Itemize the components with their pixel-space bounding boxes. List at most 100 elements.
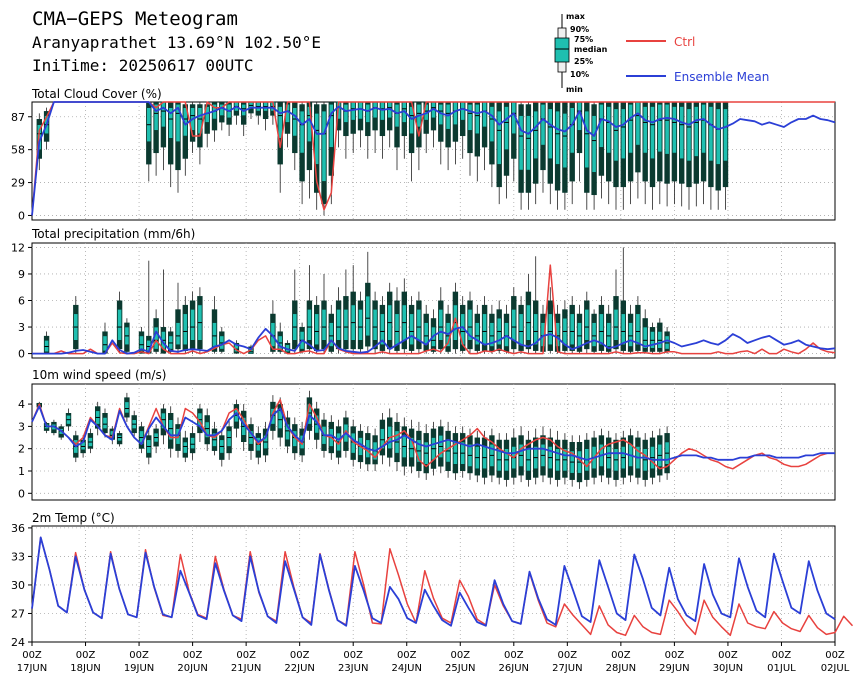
box-plot <box>255 426 261 465</box>
box-iqr <box>445 103 451 130</box>
box-iqr <box>482 313 487 346</box>
box-plot <box>613 269 619 354</box>
box-iqr <box>343 103 349 123</box>
box-iqr <box>452 101 458 125</box>
panel-frame <box>31 383 836 501</box>
box-iqr <box>474 103 480 135</box>
panel-3: 10m wind speed (m/s) 0 1 2 3 4 <box>18 368 836 501</box>
legend-label-p10: 10% <box>570 70 589 79</box>
box-iqr <box>343 309 349 341</box>
box-iqr <box>328 322 334 347</box>
series-ensemble-mean <box>31 536 836 627</box>
box-plot <box>182 430 188 463</box>
box-plot <box>153 424 159 454</box>
box-plot <box>321 273 327 354</box>
y-tick-label: 36 <box>11 522 25 535</box>
box-iqr <box>117 435 122 442</box>
legend-label-p75: 75% <box>574 35 593 44</box>
box-iqr <box>394 103 400 128</box>
box-iqr <box>182 441 188 454</box>
box-plot <box>525 273 532 354</box>
box-plot <box>606 304 612 354</box>
x-tick-hour: 00Z <box>558 650 578 661</box>
box-plot <box>248 417 254 460</box>
box-iqr <box>518 115 524 171</box>
x-tick-date: 18JUN <box>70 663 100 674</box>
panel-1: Total Cloud Cover (%) 0 29 58 87 <box>11 87 836 222</box>
box-plot <box>591 102 597 210</box>
box-iqr <box>613 309 619 341</box>
box-plot <box>262 421 269 463</box>
box-plot <box>627 304 634 354</box>
legend-ctrl-label: Ctrl <box>674 35 695 49</box>
box-iqr <box>715 108 721 165</box>
box-plot <box>649 102 656 210</box>
box-iqr <box>598 313 604 346</box>
box-iqr <box>438 309 444 341</box>
box-plot <box>664 102 670 207</box>
box-iqr <box>409 106 414 135</box>
box-plot <box>693 102 699 207</box>
y-tick-label: 12 <box>11 241 25 254</box>
box-plot <box>292 269 298 354</box>
box-plot <box>168 327 174 354</box>
box-iqr <box>190 309 195 341</box>
box-iqr <box>664 103 670 155</box>
legend-label-min: min <box>566 85 583 94</box>
box-plot <box>401 417 407 476</box>
box-iqr <box>620 108 626 160</box>
box-plot <box>292 417 298 460</box>
box-plot <box>321 102 327 216</box>
box-plot <box>642 433 648 487</box>
box-plot <box>540 102 546 193</box>
legend-label-p25: 25% <box>574 57 593 66</box>
box-iqr <box>175 322 181 346</box>
x-tick-hour: 00Z <box>129 650 149 661</box>
y-tick-label: 24 <box>11 636 25 649</box>
box-plot <box>518 426 524 483</box>
box-iqr <box>379 101 385 121</box>
box-plot <box>649 322 656 354</box>
box-plot <box>657 428 663 483</box>
box-iqr <box>168 419 174 441</box>
x-tick-date: 29JUN <box>659 663 689 674</box>
box-iqr <box>306 309 312 341</box>
box-plot <box>292 102 298 171</box>
panel-2: Total precipitation (mm/6h) 0 3 6 9 12 <box>11 227 836 361</box>
series-ensemble-mean <box>32 326 836 355</box>
box-plot <box>569 102 575 205</box>
box-plot <box>153 102 159 176</box>
box-iqr <box>591 322 597 347</box>
box-iqr <box>372 309 378 341</box>
legend-ctrl: Ctrl <box>626 35 695 49</box>
box-plot <box>533 102 539 205</box>
box-plot <box>357 291 364 354</box>
box-plot <box>489 304 495 354</box>
box-iqr <box>635 101 641 146</box>
box-plot <box>65 408 72 431</box>
box-plot <box>233 399 240 438</box>
box-plot <box>350 265 356 354</box>
box-plot <box>503 304 510 354</box>
box-plot <box>102 322 108 354</box>
box-iqr <box>628 322 633 347</box>
box-plot <box>635 101 641 199</box>
box-iqr <box>547 313 553 346</box>
box-plot <box>722 102 729 210</box>
box-iqr <box>314 313 320 346</box>
box-plot <box>525 102 532 210</box>
box-iqr <box>584 110 590 169</box>
box-plot <box>708 102 714 210</box>
box-iqr <box>693 106 699 157</box>
x-tick-hour: 00Z <box>450 650 470 661</box>
box-plot <box>146 428 152 465</box>
box-iqr <box>723 108 728 162</box>
box-iqr <box>139 335 144 352</box>
x-tick-hour: 00Z <box>825 650 845 661</box>
box-iqr <box>182 313 188 346</box>
box-plot <box>314 296 320 354</box>
box-plot <box>284 102 291 148</box>
box-iqr <box>489 322 495 347</box>
box-plot <box>489 102 495 188</box>
